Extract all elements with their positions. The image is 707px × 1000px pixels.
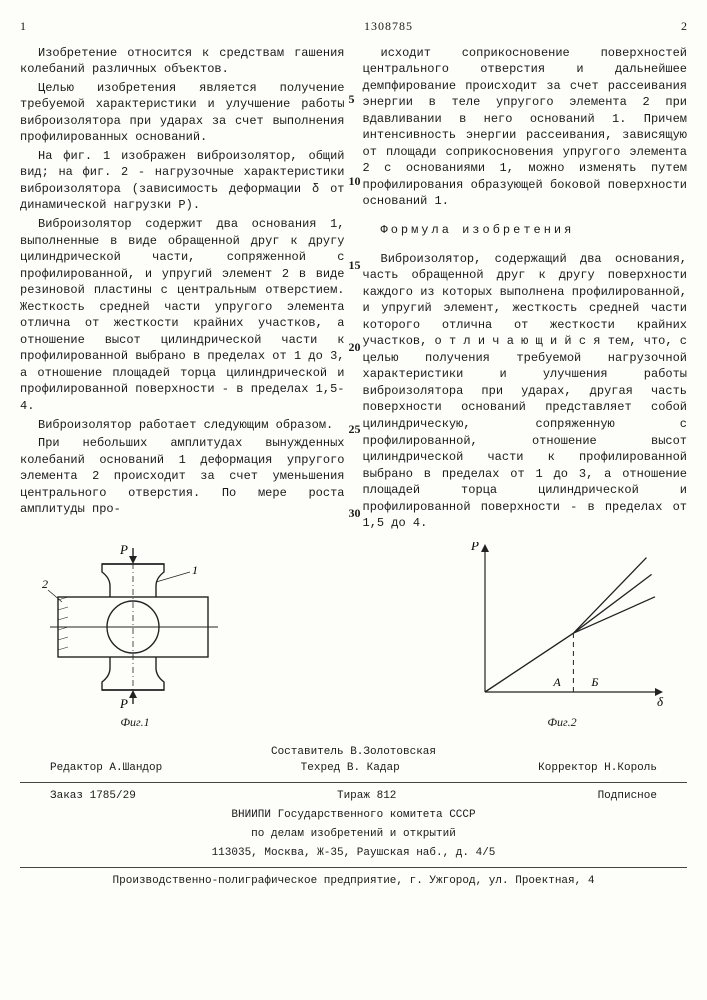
credits-block: Составитель В.Золотовская Редактор А.Шан…	[20, 740, 687, 889]
patent-number: 1308785	[364, 18, 413, 35]
fig2-caption: Фиг.2	[547, 714, 576, 731]
left-p2: Целью изобретения является получение тре…	[20, 80, 345, 146]
page-header: 1 1308785 2	[20, 18, 687, 35]
figure-1: P P 1 2 Фиг.1	[40, 542, 230, 731]
figures-row: P P 1 2 Фиг.1 Pδ A Б Фиг.2	[20, 542, 687, 731]
col-num-right: 2	[681, 18, 687, 35]
editor: Редактор А.Шандор	[50, 761, 162, 776]
corrector: Корректор Н.Король	[538, 761, 657, 776]
right-column: 5 10 15 20 25 30 исходит соприкосновение…	[363, 45, 688, 534]
fig1-svg: P P 1 2	[40, 542, 230, 712]
order: Заказ 1785/29	[50, 789, 136, 804]
right-p2: Виброизолятор, содержащий два основания,…	[363, 251, 688, 532]
left-p1: Изобретение относится к средствам гашени…	[20, 45, 345, 78]
org1: ВНИИПИ Государственного комитета СССР	[20, 808, 687, 823]
figure-2: Pδ A Б Фиг.2	[457, 542, 667, 731]
techred: Техред В. Кадар	[301, 761, 400, 776]
circulation: Тираж 812	[337, 789, 396, 804]
line-num-5: 5	[349, 91, 355, 108]
svg-text:2: 2	[42, 577, 48, 591]
left-p3: На фиг. 1 изображен виброизолятор, общий…	[20, 148, 345, 214]
line-num-15: 15	[349, 257, 361, 274]
svg-text:A: A	[552, 675, 561, 689]
line-num-20: 20	[349, 339, 361, 356]
subscription: Подписное	[598, 789, 657, 804]
divider-2	[20, 867, 687, 868]
left-p4: Виброизолятор содержит два основания 1, …	[20, 216, 345, 415]
col-num-left: 1	[20, 18, 26, 35]
footer: Производственно-полиграфическое предприя…	[20, 874, 687, 889]
right-p1: исходит соприкосновение поверхностей цен…	[363, 45, 688, 210]
line-num-10: 10	[349, 173, 361, 190]
formula-title: Формула изобретения	[363, 222, 688, 239]
svg-text:δ: δ	[657, 694, 664, 709]
svg-text:Б: Б	[590, 675, 598, 689]
fig1-caption: Фиг.1	[120, 714, 149, 731]
org2: по делам изобретений и открытий	[20, 827, 687, 842]
line-num-30: 30	[349, 505, 361, 522]
left-p6: При небольших амплитудах вынужденных кол…	[20, 435, 345, 518]
svg-text:P: P	[470, 542, 479, 553]
fig2-svg: Pδ A Б	[457, 542, 667, 712]
compiler: Составитель В.Золотовская	[20, 745, 687, 760]
divider-1	[20, 782, 687, 783]
svg-text:1: 1	[192, 563, 198, 577]
line-num-25: 25	[349, 421, 361, 438]
left-p5: Виброизолятор работает следующим образом…	[20, 417, 345, 434]
left-column: Изобретение относится к средствам гашени…	[20, 45, 345, 534]
svg-text:P: P	[119, 542, 128, 557]
text-columns: Изобретение относится к средствам гашени…	[20, 45, 687, 534]
address: 113035, Москва, Ж-35, Раушская наб., д. …	[20, 846, 687, 861]
svg-text:P: P	[119, 696, 128, 711]
